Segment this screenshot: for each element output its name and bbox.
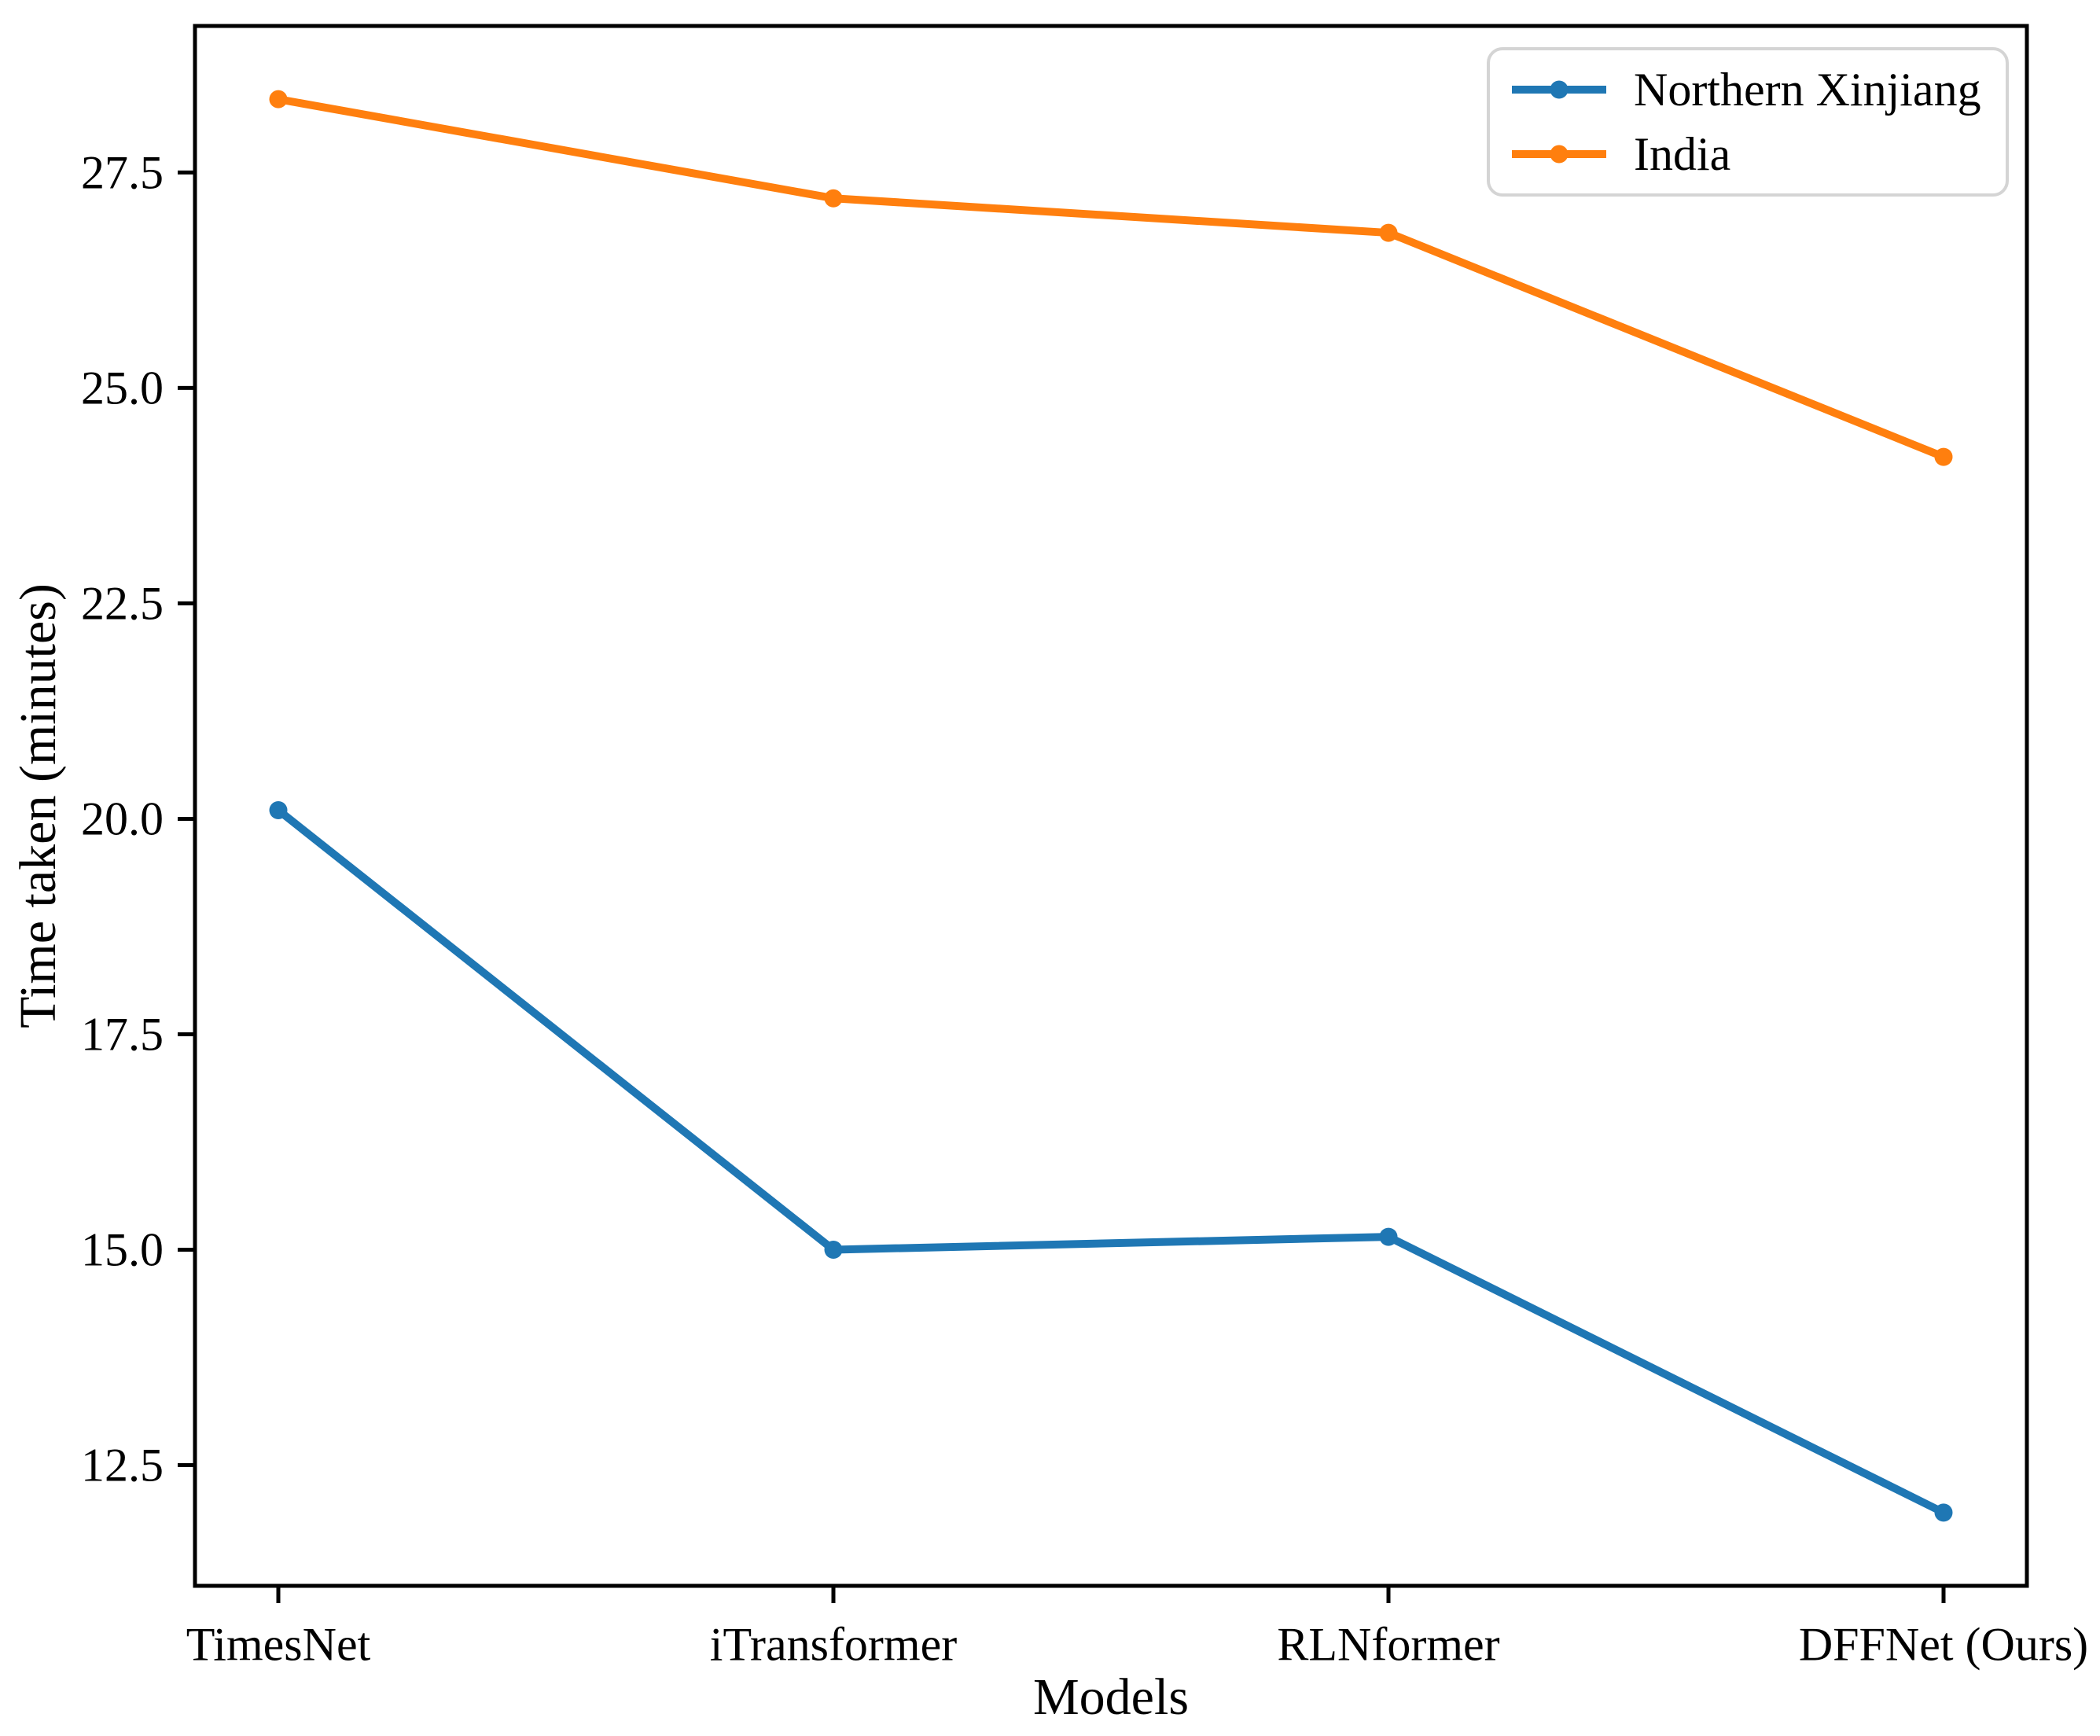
series-line-northern-xinjiang xyxy=(274,806,1947,1517)
data-point-india-2 xyxy=(1379,223,1398,242)
y-tick-label: 20.0 xyxy=(81,793,164,844)
x-axis: TimesNet iTransformer RLNformer DFFNet (Our… xyxy=(186,1586,2088,1670)
legend-box xyxy=(1487,47,2009,197)
y-tick-label: 12.5 xyxy=(81,1440,164,1491)
legend: Northern Xinjiang India xyxy=(1487,47,2009,197)
legend-item-northern-xinjiang: Northern Xinjiang xyxy=(1512,64,1981,116)
data-point-northern-xinjiang-1 xyxy=(824,1241,843,1260)
x-axis-title: Models xyxy=(1033,1668,1189,1726)
data-point-northern-xinjiang-3 xyxy=(1934,1503,1953,1522)
data-point-india-3 xyxy=(1934,447,1953,466)
legend-marker-sample xyxy=(1550,145,1569,164)
y-axis-title: Time taken (minutes) xyxy=(9,583,67,1028)
data-point-india-1 xyxy=(824,189,843,208)
y-tick-label: 17.5 xyxy=(81,1008,164,1060)
y-tick-label: 15.0 xyxy=(81,1224,164,1276)
y-tick-label: 22.5 xyxy=(81,577,164,629)
x-tick-label: iTransformer xyxy=(710,1618,957,1670)
y-axis: 12.5 15.0 17.5 20.0 22.5 25.0 27.5 xyxy=(81,146,195,1491)
x-tick-label: TimesNet xyxy=(186,1618,371,1670)
data-point-india-0 xyxy=(269,90,288,108)
legend-item-india: India xyxy=(1512,128,1730,180)
data-point-northern-xinjiang-2 xyxy=(1379,1227,1398,1246)
legend-marker-sample xyxy=(1550,80,1569,99)
series-line-india xyxy=(274,95,1947,462)
y-tick-label: 27.5 xyxy=(81,146,164,198)
series-northern-xinjiang xyxy=(269,800,1953,1522)
x-tick-label: RLNformer xyxy=(1277,1618,1499,1670)
data-point-northern-xinjiang-0 xyxy=(269,800,288,819)
legend-label: India xyxy=(1634,128,1730,180)
plot-area-border xyxy=(193,24,2029,1588)
y-tick-label: 25.0 xyxy=(81,362,164,414)
series-india xyxy=(269,90,1953,466)
legend-label: Northern Xinjiang xyxy=(1634,64,1981,116)
x-tick-label: DFFNet (Ours) xyxy=(1799,1618,2088,1670)
